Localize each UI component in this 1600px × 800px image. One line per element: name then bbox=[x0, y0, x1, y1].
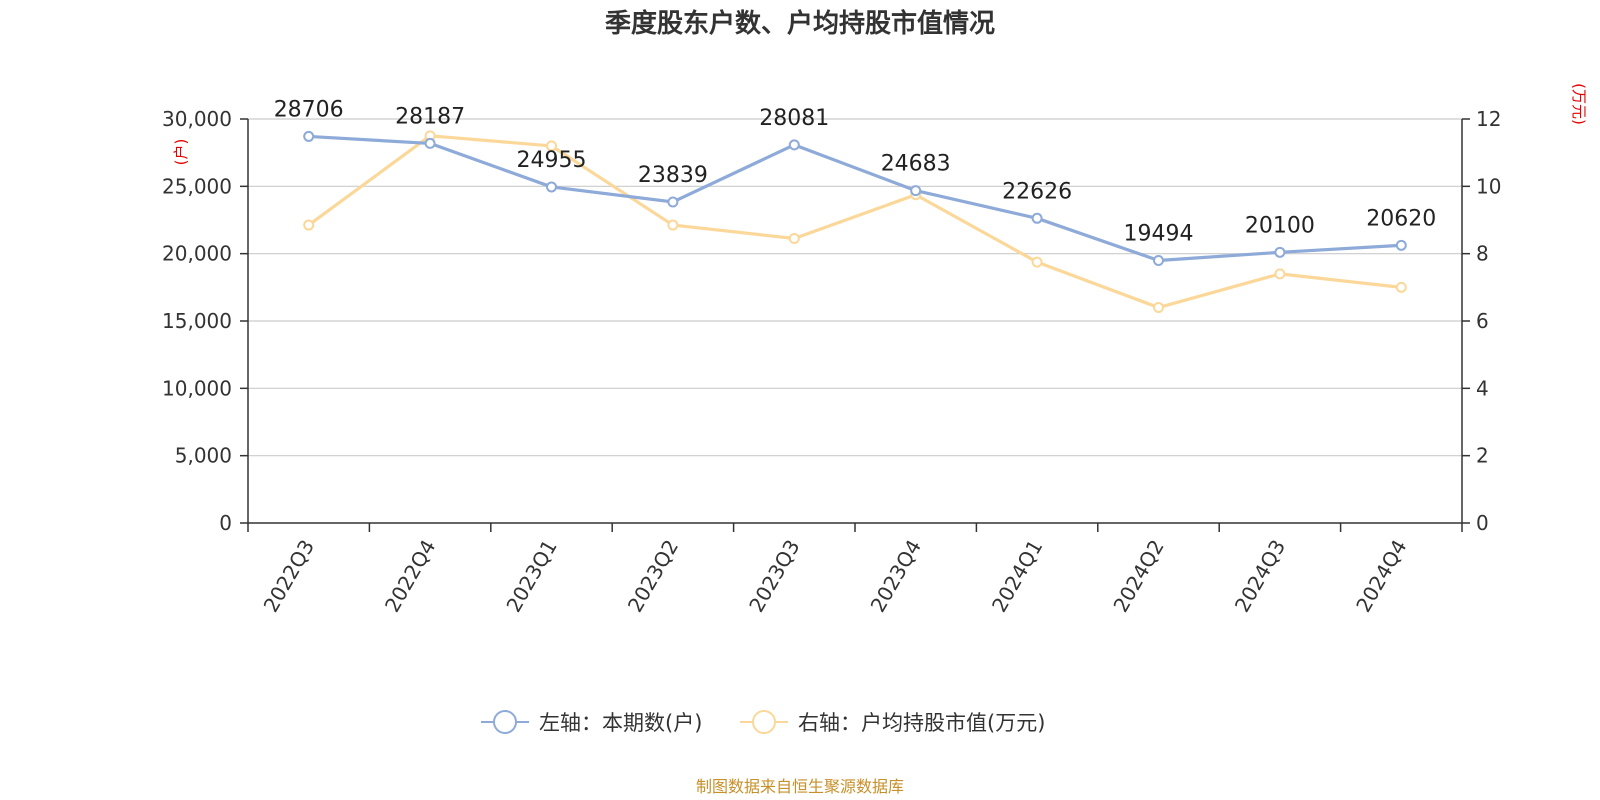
series-line-1 bbox=[307, 134, 1402, 310]
series-1-point bbox=[667, 219, 679, 231]
grid-lines bbox=[248, 118, 1462, 457]
right-tick-label: 12 bbox=[1476, 107, 1501, 131]
series-0-point bbox=[546, 181, 557, 193]
right-tick-label: 8 bbox=[1476, 242, 1489, 266]
legend-swatch-marker bbox=[493, 710, 517, 734]
left-tick-label: 15,000 bbox=[162, 309, 232, 333]
x-tick-label: 2024Q1 bbox=[987, 536, 1047, 617]
x-tick-label: 2023Q2 bbox=[623, 536, 683, 617]
data-label: 20620 bbox=[1366, 206, 1436, 231]
series-0-point bbox=[303, 130, 315, 142]
series-1-point bbox=[1031, 256, 1043, 268]
series-1-point bbox=[1274, 268, 1286, 280]
series-line-0 bbox=[308, 134, 1402, 263]
x-axis-ticks: 2022Q3 2022Q4 2023Q1 2023Q2 2023Q3 2023Q4 2024… bbox=[247, 523, 1463, 617]
series-1-point bbox=[788, 233, 800, 245]
left-tick-label: 5,000 bbox=[175, 444, 232, 468]
legend-item-1[interactable]: 右轴：户均持股市值(万元) bbox=[740, 710, 1045, 735]
x-tick-label: 2024Q3 bbox=[1230, 536, 1290, 617]
data-label: 24955 bbox=[517, 148, 587, 173]
series-0-point bbox=[1274, 246, 1286, 258]
left-axis-ticks: 0 5,000 10,000 15,000 20,000 25,000 30,000 bbox=[162, 107, 248, 535]
data-label: 23839 bbox=[638, 163, 708, 188]
x-tick-label: 2023Q4 bbox=[866, 536, 926, 617]
series-0-point bbox=[667, 196, 679, 208]
legend-swatch-marker bbox=[752, 710, 776, 734]
x-tick-label: 2023Q1 bbox=[501, 536, 561, 617]
series-0-point bbox=[910, 185, 922, 197]
left-tick-label: 10,000 bbox=[162, 376, 232, 400]
series-1-point bbox=[546, 140, 557, 152]
series-0-point bbox=[1031, 212, 1043, 224]
left-tick-label: 30,000 bbox=[162, 107, 232, 131]
left-tick-label: 0 bbox=[219, 511, 232, 535]
right-tick-label: 0 bbox=[1476, 511, 1489, 535]
legend[interactable]: 左轴：本期数(户) 右轴：户均持股市值(万元) bbox=[481, 710, 1045, 735]
x-tick-label: 2022Q3 bbox=[259, 536, 319, 617]
data-label: 20100 bbox=[1245, 213, 1315, 238]
data-labels: 28706 28187 24955 23839 28081 24683 22626 19494… bbox=[274, 97, 1437, 246]
legend-label: 左轴：本期数(户) bbox=[539, 711, 702, 735]
data-label: 28187 bbox=[395, 104, 465, 129]
series-0-point bbox=[424, 137, 436, 149]
series-0-point bbox=[1153, 254, 1164, 266]
legend-item-0[interactable]: 左轴：本期数(户) bbox=[481, 710, 702, 735]
right-tick-label: 10 bbox=[1476, 174, 1501, 198]
data-label: 22626 bbox=[1002, 179, 1072, 204]
right-tick-label: 6 bbox=[1476, 309, 1489, 333]
series-1-point bbox=[1395, 281, 1407, 293]
data-label: 28706 bbox=[274, 97, 344, 122]
legend-label: 右轴：户均持股市值(万元) bbox=[798, 711, 1045, 735]
data-label: 28081 bbox=[759, 106, 829, 131]
right-axis-ticks: 0 2 4 6 8 10 12 bbox=[1462, 107, 1501, 535]
x-tick-label: 2022Q4 bbox=[380, 536, 440, 617]
series-0-point bbox=[1395, 239, 1407, 251]
series-layer bbox=[303, 130, 1407, 314]
source-note: 制图数据来自恒生聚源数据库 bbox=[696, 777, 904, 796]
right-axis-unit: (万元) bbox=[1570, 83, 1588, 125]
data-label: 19494 bbox=[1124, 221, 1194, 246]
x-tick-label: 2023Q3 bbox=[744, 536, 804, 617]
left-axis-unit: (户) bbox=[172, 139, 190, 166]
x-tick-label: 2024Q4 bbox=[1351, 536, 1411, 617]
series-1-point bbox=[1153, 302, 1164, 314]
right-tick-label: 4 bbox=[1476, 376, 1489, 400]
series-0-point bbox=[788, 139, 800, 151]
data-label: 24683 bbox=[881, 152, 951, 177]
left-tick-label: 20,000 bbox=[162, 242, 232, 266]
chart-title: 季度股东户数、户均持股市值情况 bbox=[605, 8, 995, 39]
right-tick-label: 2 bbox=[1476, 444, 1489, 468]
x-tick-label: 2024Q2 bbox=[1108, 536, 1168, 617]
series-1-point bbox=[303, 219, 315, 231]
left-tick-label: 25,000 bbox=[162, 174, 232, 198]
